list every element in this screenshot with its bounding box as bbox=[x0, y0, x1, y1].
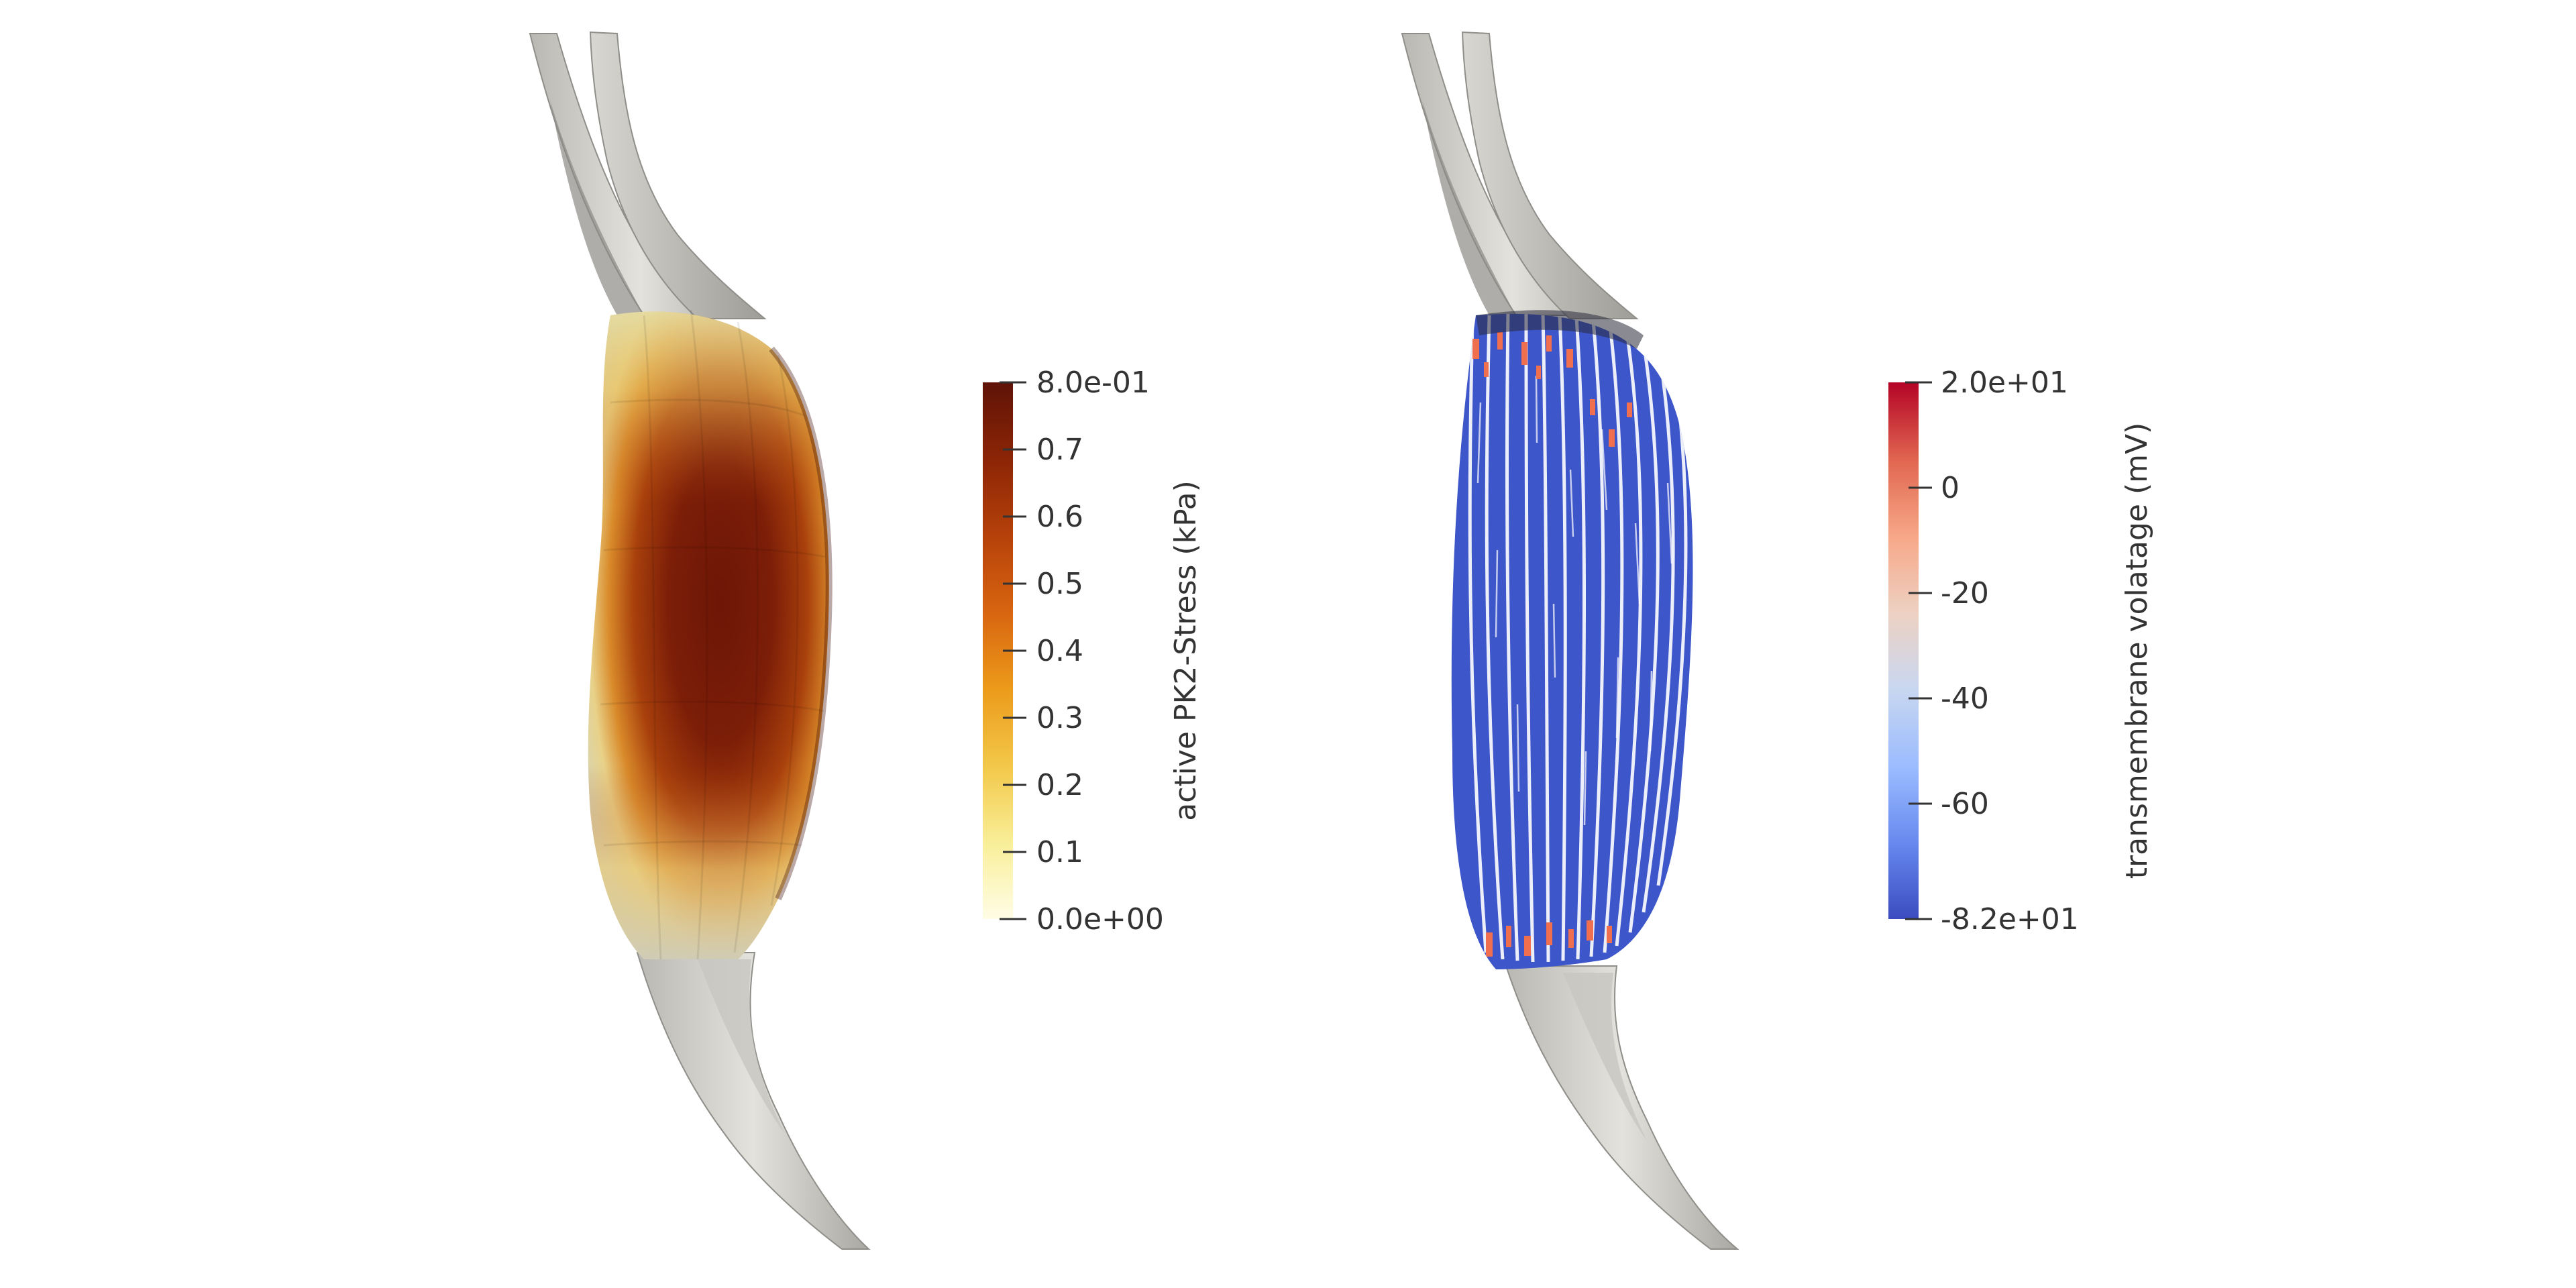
right-colorbar-tick-label: -20 bbox=[1941, 576, 1989, 610]
right-colorbar-tick-label: -40 bbox=[1941, 682, 1989, 716]
left-muscle-belly-vertical-fade bbox=[588, 311, 829, 959]
fiber-gaps-fine bbox=[1477, 375, 1673, 826]
fiber-tips-bottom bbox=[1486, 920, 1612, 957]
left-colorbar-tick-label: 0.4 bbox=[1036, 634, 1083, 668]
right-colorbar-tick-label: -8.2e+01 bbox=[1941, 902, 2079, 936]
left-distal-tendon-facet bbox=[698, 959, 785, 1134]
right-proximal-tendon-shadow bbox=[1422, 101, 1516, 315]
right-colorbar-tick-label: -60 bbox=[1941, 787, 1989, 821]
left-colorbar-tick-label: 0.1 bbox=[1036, 835, 1083, 869]
left-proximal-tendon-b bbox=[589, 31, 767, 319]
left-colorbar-tick-label: 0.3 bbox=[1036, 701, 1083, 735]
left-muscle-facets bbox=[600, 309, 826, 960]
right-colorbar-tick-label: 0 bbox=[1941, 471, 1960, 505]
right-distal-tendon bbox=[1505, 965, 1739, 1250]
right-proximal-tendon-b bbox=[1461, 31, 1639, 319]
fiber-tips-top bbox=[1472, 332, 1632, 447]
right-colorbar: 2.0e+01 0 -20 -40 -60 -8.2e+01 transmemb… bbox=[1888, 366, 2154, 936]
right-distal-tendon-facet bbox=[1563, 973, 1647, 1140]
right-colorbar-tick-label: 2.0e+01 bbox=[1941, 366, 2068, 400]
left-colorbar-tick-label: 8.0e-01 bbox=[1036, 366, 1150, 400]
fiber-gaps bbox=[1468, 313, 1688, 963]
left-colorbar-title: active PK2-Stress (kPa) bbox=[1169, 480, 1203, 821]
right-colorbar-title: transmembrane volatage (mV) bbox=[2120, 423, 2154, 879]
right-muscle-model bbox=[1401, 31, 1739, 1250]
left-colorbar-tick-label: 0.0e+00 bbox=[1036, 902, 1164, 936]
right-colorbar-ticks bbox=[1905, 381, 1932, 920]
left-muscle-model bbox=[529, 31, 871, 1250]
left-colorbar-tick-label: 0.7 bbox=[1036, 433, 1083, 467]
right-colorbar-gradient bbox=[1888, 382, 1919, 919]
left-proximal-tendon-shadow bbox=[550, 101, 644, 315]
left-distal-tendon bbox=[636, 952, 871, 1250]
left-colorbar-tick-label: 0.2 bbox=[1036, 768, 1083, 802]
right-belly-top-shadow bbox=[1476, 310, 1644, 349]
left-colorbar-tick-label: 0.6 bbox=[1036, 500, 1083, 534]
left-colorbar: 8.0e-01 0.7 0.6 0.5 0.4 0.3 0.2 0.1 0.0e… bbox=[983, 366, 1203, 936]
left-colorbar-ticks bbox=[1000, 381, 1026, 920]
right-fiber-bundle bbox=[1451, 313, 1693, 969]
left-muscle-edge-shadow bbox=[769, 346, 833, 901]
left-colorbar-tick-label: 0.5 bbox=[1036, 567, 1083, 601]
